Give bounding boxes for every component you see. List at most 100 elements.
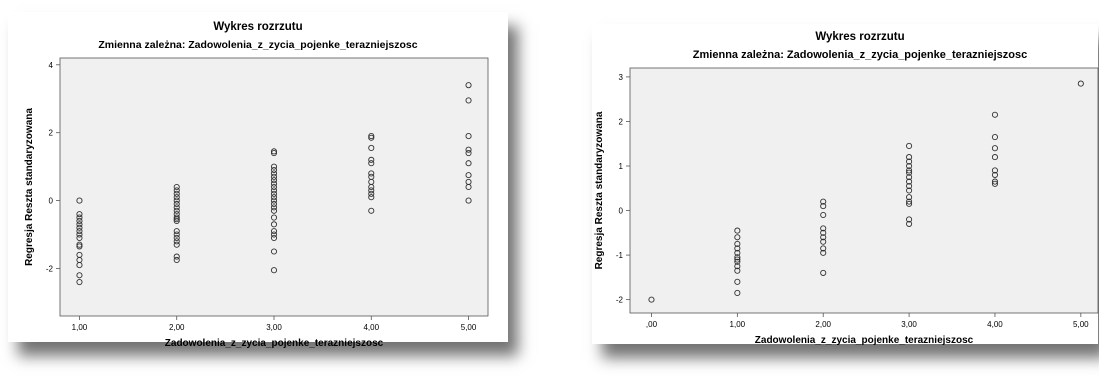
y-tick-label: 4 (49, 61, 54, 70)
data-point (270, 173, 278, 180)
data-point (173, 190, 180, 197)
data-point (820, 249, 827, 256)
data-point (270, 234, 278, 241)
x-tick-label: 3,00 (266, 323, 282, 332)
data-point (76, 234, 83, 241)
data-point (734, 256, 741, 263)
data-point (906, 220, 913, 227)
data-points (76, 82, 472, 286)
x-axis-label: Zadowolenia_z_zycia_pojenke_terazniejszo… (165, 338, 384, 349)
data-point (76, 279, 83, 286)
data-point (270, 183, 278, 191)
data-point (270, 150, 278, 157)
y-tick-label: 0 (49, 197, 54, 206)
data-point (734, 227, 741, 234)
data-point (734, 254, 741, 261)
data-point (270, 187, 278, 194)
data-point (734, 263, 741, 270)
data-point (734, 289, 741, 297)
data-points (648, 80, 1084, 303)
data-point (76, 241, 83, 248)
y-axis-ticks: -2 0 2 4 (46, 61, 60, 273)
y-tick-label: 3 (619, 73, 624, 82)
y-axis-ticks: -2 -1 0 1 2 3 (616, 73, 630, 305)
data-point (906, 169, 913, 176)
data-point (465, 197, 472, 204)
data-point (734, 267, 741, 274)
data-point (734, 245, 741, 252)
data-point (465, 150, 472, 157)
data-point (991, 178, 999, 185)
scatter-chart-left-panel: Wykres rozrzutu Zmienna zależna: Zadowol… (8, 12, 508, 349)
x-tick-label: 1,00 (730, 320, 746, 329)
data-point (173, 241, 180, 248)
data-point (368, 144, 375, 152)
data-point (1077, 80, 1084, 87)
data-point (173, 234, 180, 241)
data-point (173, 187, 180, 194)
data-point (368, 160, 375, 167)
data-point (368, 190, 375, 197)
data-point (270, 170, 278, 177)
data-point (173, 217, 180, 224)
data-point (270, 214, 278, 221)
data-point (173, 228, 180, 235)
scatter-chart-right: Wykres rozrzutu Zmienna zależna: Zadowol… (594, 31, 1099, 346)
data-point (270, 148, 278, 155)
data-point (906, 142, 913, 150)
data-point (173, 194, 180, 201)
data-point (270, 207, 278, 214)
y-tick-label: -1 (616, 251, 624, 260)
chart-subtitle: Zmienna zależna: Zadowolenia_z_zycia_poj… (693, 49, 1027, 61)
x-tick-label: 2,00 (169, 323, 185, 332)
data-point (270, 194, 278, 201)
data-point (820, 229, 827, 236)
data-point (270, 267, 278, 274)
data-point (368, 207, 375, 214)
x-tick-label: 5,00 (461, 323, 477, 332)
data-point (76, 262, 83, 269)
data-point (991, 111, 999, 118)
data-point (906, 178, 913, 185)
data-point (270, 221, 278, 228)
data-point (173, 207, 180, 214)
x-tick-label: 3,00 (901, 320, 917, 329)
data-point (465, 160, 472, 167)
data-point (270, 200, 278, 208)
data-point (906, 158, 913, 165)
data-point (991, 133, 999, 141)
data-point (270, 163, 278, 170)
data-point (270, 177, 278, 184)
data-point (368, 183, 375, 191)
data-point (991, 180, 999, 187)
data-point (648, 296, 655, 303)
data-point (368, 134, 375, 141)
y-axis-label: Regresja Reszta standaryzowana (24, 108, 35, 266)
data-point (734, 249, 741, 256)
data-point (76, 228, 83, 235)
x-tick-label: 1,00 (72, 323, 88, 332)
data-point (820, 198, 827, 205)
x-tick-label: 4,00 (987, 320, 1003, 329)
data-point (173, 200, 180, 208)
data-point (368, 187, 375, 194)
data-point (76, 197, 83, 204)
data-point (820, 225, 827, 232)
y-tick-label: 1 (619, 162, 624, 171)
data-point (906, 162, 913, 170)
data-point (173, 204, 180, 211)
y-tick-label: 0 (619, 207, 624, 216)
data-point (734, 278, 741, 285)
plot-area (629, 67, 1099, 314)
data-point (173, 197, 180, 204)
y-tick-label: 2 (619, 117, 624, 126)
data-point (368, 133, 375, 140)
data-point (270, 166, 278, 174)
data-point (906, 200, 913, 207)
data-point (173, 253, 180, 260)
data-point (820, 211, 827, 219)
y-tick-label: 2 (49, 129, 54, 138)
chart-title: Wykres rozrzutu (213, 21, 302, 33)
data-point (991, 167, 999, 174)
y-tick-label: -2 (616, 296, 624, 305)
